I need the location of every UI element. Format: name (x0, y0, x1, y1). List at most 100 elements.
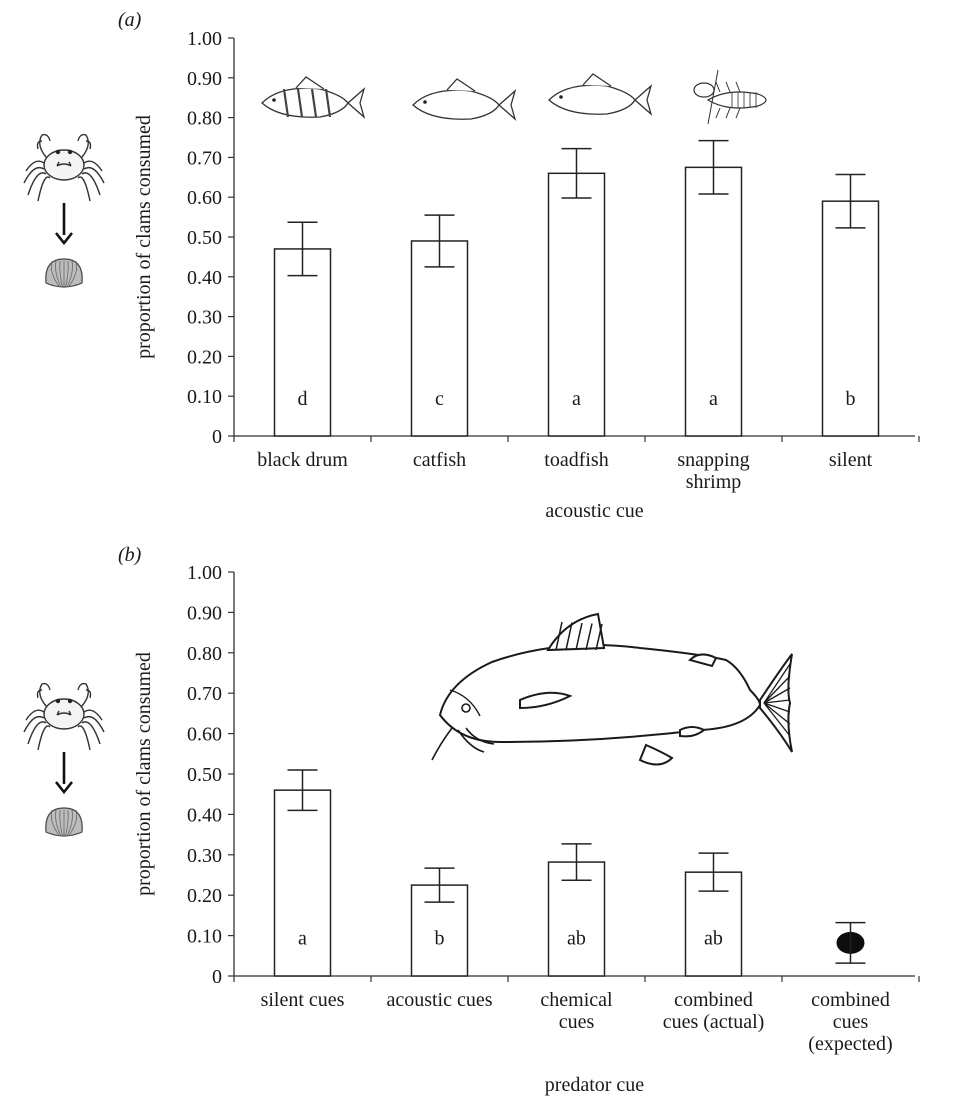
toadfish-icon-tail (634, 84, 653, 116)
x-tick-label: silent (829, 449, 873, 471)
crab-leg (83, 160, 103, 172)
y-tick-label: 0.60 (187, 724, 222, 746)
y-tick-label: 0.30 (187, 845, 222, 867)
catfish-icon (431, 612, 793, 766)
x-tick-label: cues (559, 1011, 595, 1033)
x-axis-title: predator cue (545, 1074, 645, 1096)
crab-leg (23, 166, 45, 184)
y-tick-label: 0.10 (187, 926, 222, 948)
clam-ridge (50, 260, 60, 288)
clam-ridge (66, 809, 73, 837)
crab-leg (83, 709, 103, 721)
panel-label: (b) (118, 544, 142, 566)
black-drum-fish-icon-eye (272, 98, 276, 102)
x-tick-label: black drum (257, 449, 348, 471)
catfish-pectoral-fin (519, 691, 573, 710)
clam-ridge (55, 809, 62, 837)
crab-markings (56, 161, 72, 167)
bar (547, 861, 606, 977)
x-tick-label: cues (833, 1011, 869, 1033)
crab-claw-left (36, 682, 51, 707)
y-tick-label: 0.20 (187, 346, 222, 368)
x-tick-label: shrimp (686, 471, 742, 493)
x-tick-label: chemical (540, 989, 613, 1011)
crab-leg (37, 176, 51, 202)
y-tick-label: 1.00 (187, 562, 222, 584)
clam-ridge (65, 260, 69, 288)
crab-eye (67, 149, 73, 155)
catfish-tail-ray (763, 699, 791, 704)
y-tick-label: 0.40 (187, 267, 222, 289)
x-axis-title: acoustic cue (545, 500, 643, 522)
black-drum-fish-icon-stripe (310, 88, 318, 118)
shrimp-leg (715, 81, 721, 119)
y-tick-label: 0.10 (187, 386, 222, 408)
y-axis-title: proportion of clams consumed (133, 115, 155, 359)
clam-ridge (68, 260, 78, 288)
catfish-tail-ray (763, 702, 791, 737)
catfish-body (438, 644, 762, 744)
crab-icon (23, 682, 105, 751)
crab-leg (27, 721, 47, 745)
catfish-gill (449, 689, 481, 717)
crab-leg (77, 176, 91, 202)
x-tick-label: snapping (677, 449, 749, 471)
y-tick-label: 0.30 (187, 307, 222, 329)
y-tick-label: 0.70 (187, 683, 222, 705)
y-tick-label: 0.80 (187, 108, 222, 130)
down-arrow-head (54, 232, 74, 246)
y-tick-label: 0.60 (187, 187, 222, 209)
crab-leg (81, 721, 101, 745)
significance-letter: b (435, 928, 445, 950)
catfish-icon (412, 78, 517, 121)
crab-leg (83, 166, 105, 184)
catfish-dorsal-fin (546, 612, 606, 652)
black-drum-fish-icon-stripe (282, 88, 290, 118)
x-tick-label: catfish (413, 449, 466, 471)
significance-letter: b (846, 388, 856, 410)
snapping-shrimp-icon (693, 69, 767, 125)
crab-body (43, 149, 85, 181)
toadfish-icon (548, 73, 653, 116)
catfish-barbel (431, 727, 495, 761)
catfish-anal-fin (638, 743, 674, 766)
x-tick-label: toadfish (544, 449, 608, 471)
catfish-fin-ray (555, 621, 563, 651)
crab-icon (23, 133, 105, 202)
y-tick-label: 0.20 (187, 885, 222, 907)
catfish-tail-ray (763, 702, 791, 725)
significance-letter: a (709, 388, 718, 410)
y-tick-label: 0.40 (187, 804, 222, 826)
toadfish-icon-eye (559, 95, 563, 99)
significance-letter: c (435, 388, 444, 410)
crab-eye (67, 698, 73, 704)
crab-leg (27, 172, 47, 196)
black-drum-fish-icon-stripe (324, 88, 332, 118)
y-tick-label: 0.50 (187, 764, 222, 786)
catfish-icon-eye (423, 100, 427, 104)
y-tick-label: 0 (212, 426, 222, 448)
catfish-pelvic-fin (679, 726, 706, 738)
catfish-fin-ray (595, 623, 603, 651)
x-tick-label: combined (674, 989, 753, 1011)
y-tick-label: 0.50 (187, 227, 222, 249)
significance-letter: a (572, 388, 581, 410)
significance-letter: ab (704, 928, 723, 950)
clam-ridge (50, 809, 60, 837)
significance-letter: d (298, 388, 308, 410)
black-drum-fish-icon-tail (347, 87, 366, 119)
shrimp-body (706, 91, 767, 109)
catfish-tail-ray (763, 702, 791, 713)
crab-eye (55, 698, 61, 704)
crab-claw-right (77, 682, 92, 707)
clam-ridge (55, 260, 62, 288)
shrimp-antenna (707, 69, 719, 125)
black-drum-fish-icon-stripe (296, 88, 304, 118)
catfish-tail-ray (763, 663, 791, 704)
x-tick-label: silent cues (261, 989, 345, 1011)
x-tick-label: cues (actual) (663, 1011, 765, 1033)
catfish-tail-ray (763, 675, 791, 704)
bar (547, 172, 606, 437)
x-tick-label: (expected) (808, 1033, 892, 1055)
